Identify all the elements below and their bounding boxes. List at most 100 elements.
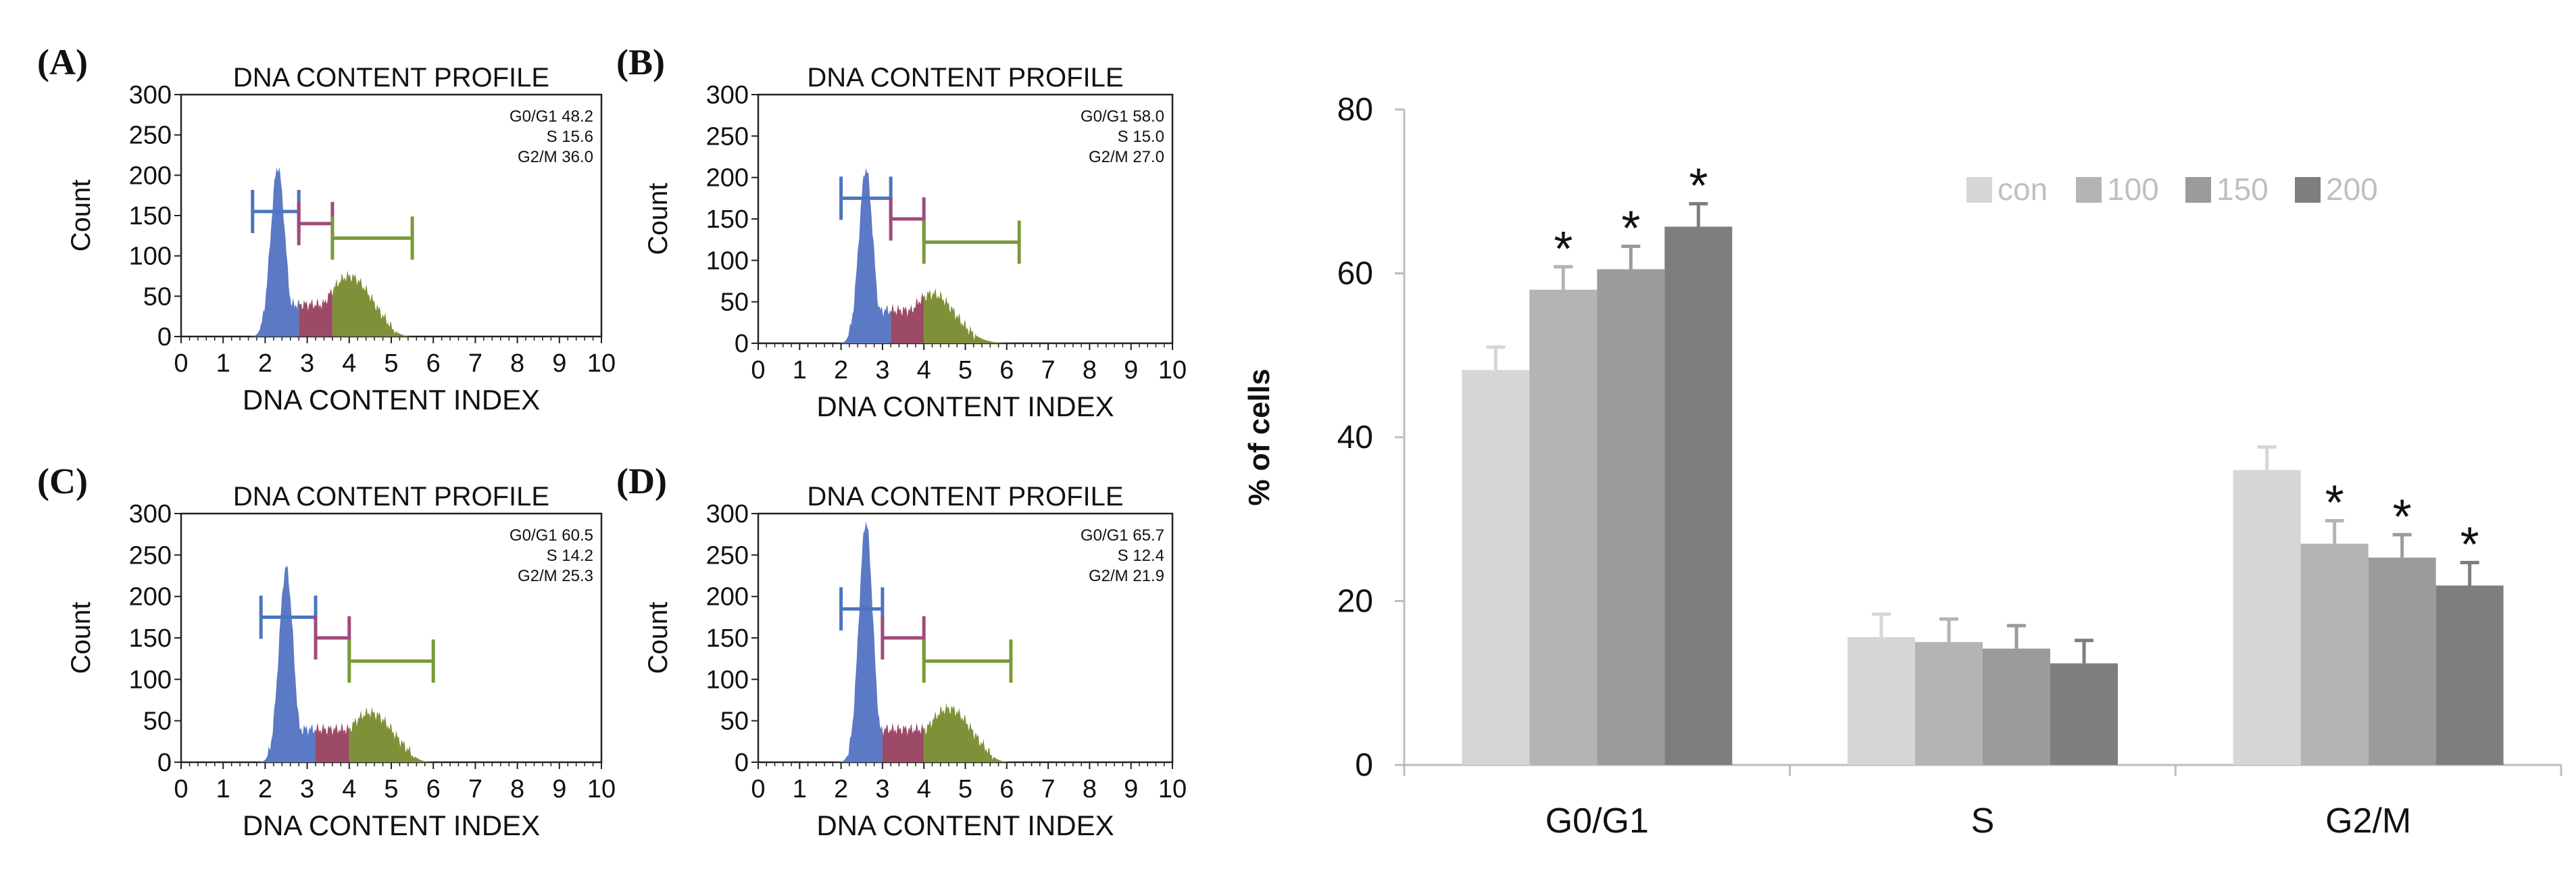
bar-100-S	[1915, 642, 1983, 765]
significance-asterisk: *	[1554, 222, 1572, 276]
significance-asterisk: *	[2393, 490, 2412, 544]
g2-gate-marker	[330, 216, 414, 260]
phase-stat: G2/M 25.3	[518, 567, 593, 585]
s-gate-marker	[881, 616, 926, 660]
x-tick-label: 8	[510, 775, 524, 803]
x-tick-label: 2	[258, 349, 272, 378]
legend-swatch-150	[2185, 177, 2211, 203]
s-region	[299, 289, 332, 337]
y-tick-label: 100	[129, 666, 172, 694]
s-gate-marker	[889, 197, 926, 241]
g2-region	[924, 703, 1011, 762]
x-tick-label: 8	[1083, 356, 1097, 384]
y-tick-label: 300	[706, 500, 749, 528]
x-axis-label: DNA CONTENT INDEX	[243, 384, 540, 416]
phase-stat: G0/G1 60.5	[510, 526, 593, 545]
y-tick-label: 80	[1337, 92, 1373, 128]
x-tick-label: 9	[552, 349, 566, 378]
histogram-panel-d: (D) DNA CONTENT PROFILE G0/G1 65.7 S 12.4 G2…	[616, 461, 1187, 841]
g1-region	[248, 167, 299, 337]
phase-stat: G0/G1 65.7	[1081, 526, 1164, 545]
phase-stat: S 12.4	[1118, 547, 1164, 565]
x-tick-label: 1	[216, 349, 230, 378]
y-tick-label: 150	[706, 624, 749, 653]
x-axis-label: DNA CONTENT INDEX	[816, 810, 1114, 841]
panel-title: DNA CONTENT PROFILE	[233, 482, 549, 512]
y-tick-label: 50	[720, 289, 749, 317]
y-tick-label: 0	[157, 323, 172, 351]
x-tick-label: 5	[958, 356, 972, 384]
bar-150-S	[1983, 648, 2050, 765]
g2-gate-marker	[922, 220, 1021, 264]
y-tick-label: 200	[706, 583, 749, 612]
x-tick-label: 3	[300, 349, 314, 378]
phase-stat: S 14.2	[547, 547, 593, 565]
bar-con-G0/G1	[1462, 370, 1530, 765]
y-tick-label: 250	[706, 122, 749, 151]
bar-100-G0/G1	[1529, 289, 1597, 765]
y-tick-label: 100	[706, 666, 749, 694]
phase-stat: G0/G1 58.0	[1081, 107, 1164, 126]
x-tick-label: 9	[1124, 356, 1138, 384]
y-tick-label: 150	[706, 205, 749, 234]
panel-title: DNA CONTENT PROFILE	[233, 63, 549, 93]
x-tick-label: 10	[1158, 356, 1187, 384]
x-tick-label: 6	[426, 775, 441, 803]
y-tick-label: 300	[129, 81, 172, 109]
phase-stat: S 15.6	[547, 128, 593, 146]
y-tick-label: 200	[129, 162, 172, 190]
histogram-panel-a: (A) DNA CONTENT PROFILE G0/G1 48.2 S 15.6 G2…	[37, 42, 616, 416]
s-region	[882, 722, 924, 762]
significance-asterisk: *	[1689, 159, 1708, 213]
s-gate-marker	[297, 201, 335, 245]
bar-con-G2/M	[2233, 470, 2301, 765]
g2-region	[332, 270, 413, 337]
bar-150-G0/G1	[1597, 269, 1665, 765]
x-tick-label: 5	[384, 349, 398, 378]
y-tick-label: 100	[706, 247, 749, 275]
legend-swatch-200	[2295, 177, 2321, 203]
category-label: S	[1971, 801, 1995, 841]
histogram-panel-c: (C) DNA CONTENT PROFILE G0/G1 60.5 S 14.2 G2…	[37, 461, 616, 841]
x-tick-label: 4	[342, 349, 356, 378]
g2-region	[349, 707, 434, 762]
bar-200-G2/M	[2435, 585, 2504, 765]
y-tick-label: 250	[706, 541, 749, 570]
y-tick-label: 100	[129, 243, 172, 271]
panel-letter: (D)	[616, 461, 667, 501]
x-tick-label: 8	[1083, 775, 1097, 803]
x-tick-label: 10	[587, 349, 616, 378]
y-tick-label: 60	[1337, 256, 1373, 292]
y-tick-label: 0	[1355, 747, 1373, 783]
bar-200-S	[2050, 663, 2118, 765]
x-tick-label: 1	[793, 775, 807, 803]
x-tick-label: 1	[793, 356, 807, 384]
y-tick-label: 200	[706, 164, 749, 193]
phase-stat: G2/M 36.0	[518, 148, 593, 166]
x-tick-label: 3	[300, 775, 314, 803]
x-tick-label: 4	[342, 775, 356, 803]
x-tick-label: 2	[834, 775, 848, 803]
x-tick-label: 6	[999, 775, 1014, 803]
y-tick-label: 0	[735, 330, 749, 358]
y-tick-label: 40	[1337, 420, 1373, 455]
x-tick-label: 4	[917, 356, 931, 384]
x-tick-label: 5	[384, 775, 398, 803]
panel-title: DNA CONTENT PROFILE	[807, 63, 1123, 93]
y-tick-label: 300	[706, 81, 749, 109]
panel-title: DNA CONTENT PROFILE	[807, 482, 1123, 512]
x-tick-label: 6	[999, 356, 1014, 384]
legend-swatch-100	[2076, 177, 2102, 203]
bar-100-G2/M	[2300, 543, 2369, 765]
panel-letter: (B)	[616, 42, 665, 82]
legend-label: con	[1998, 172, 2048, 207]
x-tick-label: 5	[958, 775, 972, 803]
x-axis-label: DNA CONTENT INDEX	[243, 810, 540, 841]
g1-region	[824, 168, 891, 343]
plot-frame	[180, 93, 603, 338]
phase-stat: S 15.0	[1118, 128, 1164, 146]
x-tick-label: 2	[258, 775, 272, 803]
x-tick-label: 10	[1158, 775, 1187, 803]
phase-stat: G2/M 21.9	[1089, 567, 1164, 585]
category-label: G0/G1	[1545, 801, 1649, 841]
